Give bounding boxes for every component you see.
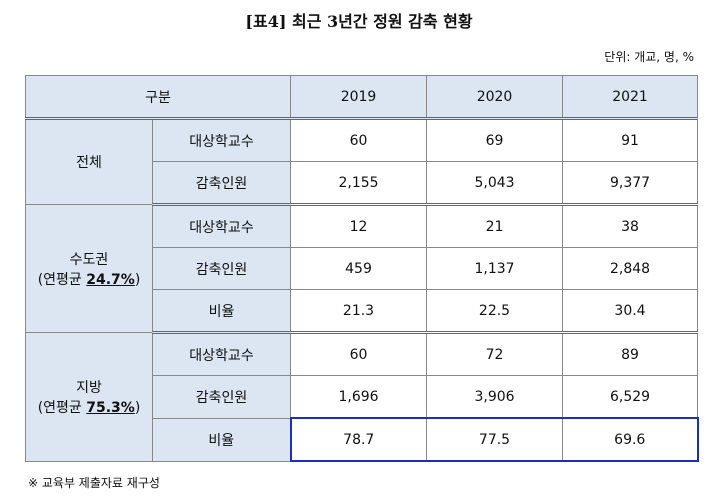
data-cell: 22.5: [426, 289, 564, 334]
table-row: 감축인원 459 1,137 2,848: [26, 247, 699, 290]
group-note: (연평균 75.3%): [26, 397, 152, 417]
row-label: 대상학교수: [151, 118, 292, 162]
note-suffix: ): [134, 399, 141, 416]
group-cell: 전체: [25, 118, 153, 205]
header-cell: 2019: [290, 75, 428, 120]
row-label: 비율: [151, 289, 292, 334]
table-title: [표4] 최근 3년간 정원 감축 현황: [245, 12, 473, 31]
header-cell: 구분: [24, 75, 292, 120]
data-cell: 72: [426, 332, 564, 376]
header-cell: 2020: [426, 75, 564, 120]
data-cell: 89: [562, 332, 699, 376]
header-cell: 2021: [562, 75, 699, 120]
row-label: 대상학교수: [151, 332, 292, 376]
data-cell: 2,848: [562, 247, 699, 290]
data-cell: 6,529: [562, 375, 699, 419]
table-row: 감축인원 2,155 5,043 9,377: [26, 161, 699, 206]
data-cell: 78.7: [289, 417, 428, 462]
unit-label: 단위: 개교, 명, %: [604, 50, 694, 64]
data-cell: 69.6: [562, 417, 699, 462]
data-cell: 5,043: [426, 161, 564, 206]
data-cell: 77.5: [426, 417, 564, 462]
table-row: 비율 78.7 77.5 69.6: [26, 417, 699, 462]
data-cell: 9,377: [562, 161, 699, 206]
data-cell: 38: [562, 204, 699, 248]
data-cell: 2,155: [290, 161, 428, 206]
note-highlight: 24.7%: [86, 271, 135, 288]
data-cell: 91: [562, 118, 699, 162]
group-cell: 지방 (연평균 75.3%): [25, 332, 153, 462]
data-cell: 12: [290, 204, 428, 248]
data-cell: 21: [426, 204, 564, 248]
data-cell: 459: [290, 247, 428, 290]
data-cell: 3,906: [426, 375, 564, 419]
group-label: 지방: [76, 379, 102, 396]
data-cell: 1,696: [290, 375, 428, 419]
table: 구분 2019 2020 2021 전체 대상학교수 60 69 91 감축인원 2,155 5,04…: [24, 75, 699, 462]
note-highlight: 75.3%: [86, 399, 135, 416]
row-label: 비율: [151, 417, 292, 462]
note-suffix: ): [134, 271, 141, 288]
table-row: 비율 21.3 22.5 30.4: [26, 289, 699, 334]
data-cell: 21.3: [290, 289, 428, 334]
row-label: 감축인원: [151, 161, 292, 206]
group-label: 전체: [76, 155, 102, 171]
data-cell: 30.4: [562, 289, 699, 334]
row-label: 감축인원: [151, 375, 292, 419]
group-note: (연평균 24.7%): [26, 269, 152, 289]
note-prefix: (연평균: [37, 399, 82, 416]
group-cell: 수도권 (연평균 24.7%): [25, 204, 153, 333]
table-row: 전체 대상학교수 60 69 91: [25, 118, 699, 205]
header-row: 구분 2019 2020 2021: [24, 75, 699, 120]
data-cell: 60: [290, 332, 428, 376]
data-cell: 1,137: [426, 247, 564, 290]
table-row: 지방 (연평균 75.3%) 대상학교수 60 72 89: [25, 332, 699, 462]
footnote: ※ 교육부 제출자료 재구성: [28, 476, 160, 490]
data-cell: 60: [290, 118, 428, 162]
note-prefix: (연평균: [37, 271, 82, 288]
table-row: 감축인원 1,696 3,906 6,529: [26, 375, 699, 419]
row-label: 감축인원: [151, 247, 292, 290]
table-row: 수도권 (연평균 24.7%) 대상학교수 12 21 38: [25, 204, 699, 333]
data-cell: 69: [426, 118, 564, 162]
row-label: 대상학교수: [151, 204, 292, 248]
group-label: 수도권: [69, 251, 109, 268]
